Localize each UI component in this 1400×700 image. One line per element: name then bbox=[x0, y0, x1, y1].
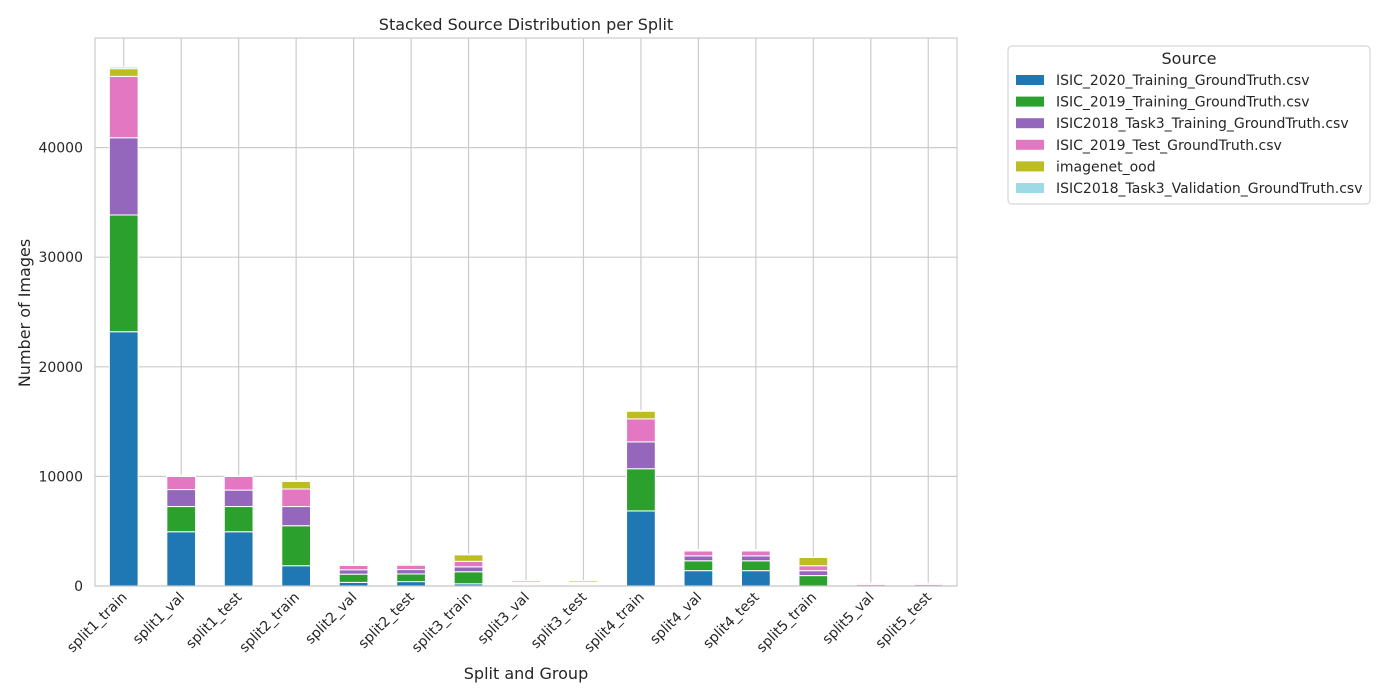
bar-segment bbox=[683, 570, 714, 587]
x-tick-label: split5_val bbox=[820, 590, 878, 648]
bar-segment bbox=[798, 565, 829, 572]
bar-segment bbox=[223, 506, 254, 533]
legend-swatch bbox=[1016, 139, 1044, 150]
bar-segment bbox=[166, 475, 197, 491]
bar-segment bbox=[108, 66, 139, 70]
legend: Source ISIC_2020_Training_GroundTruth.cs… bbox=[1007, 45, 1371, 205]
legend-title: Source bbox=[1162, 49, 1217, 68]
x-tick-label: split3_train bbox=[409, 590, 475, 656]
x-tick-label: split3_test bbox=[528, 589, 591, 652]
legend-swatch bbox=[1016, 96, 1044, 107]
x-tick-label: split2_test bbox=[355, 589, 418, 652]
y-tick-label: 10000 bbox=[38, 469, 83, 485]
legend-frame bbox=[1007, 45, 1371, 205]
bar-segment bbox=[108, 214, 139, 333]
bar-segment bbox=[166, 506, 197, 533]
bar-segment bbox=[626, 510, 656, 587]
bar-segment bbox=[798, 570, 829, 577]
bar-segment bbox=[453, 566, 484, 573]
y-tick-label: 0 bbox=[74, 579, 83, 595]
x-tick-label: split5_test bbox=[873, 589, 936, 652]
bar-segment bbox=[626, 418, 656, 443]
bar-segment bbox=[281, 565, 311, 587]
y-tick-labels: 0 10000 20000 30000 40000 bbox=[38, 141, 83, 595]
bar-segment bbox=[108, 75, 139, 139]
bar-segment bbox=[223, 531, 254, 587]
bar-segment bbox=[626, 410, 656, 420]
legend-swatch bbox=[1016, 161, 1044, 172]
x-tick-label: split1_train bbox=[64, 590, 130, 656]
bar-segment bbox=[683, 550, 714, 557]
legend-entry: ISIC_2020_Training_GroundTruth.csv bbox=[1056, 73, 1310, 89]
bar-segment bbox=[166, 489, 197, 508]
bar-segment bbox=[683, 560, 714, 572]
legend-entry: ISIC_2019_Training_GroundTruth.csv bbox=[1056, 95, 1310, 111]
y-tick-label: 40000 bbox=[38, 141, 83, 157]
bar-segment bbox=[396, 573, 426, 583]
x-axis-label: Split and Group bbox=[464, 664, 588, 683]
legend-items: ISIC_2020_Training_GroundTruth.csv ISIC_2… bbox=[1016, 73, 1363, 197]
legend-entry: ISIC_2019_Test_GroundTruth.csv bbox=[1056, 138, 1282, 154]
bar-segment bbox=[166, 531, 197, 587]
x-tick-label: split2_val bbox=[302, 590, 360, 648]
bar-segment bbox=[453, 571, 484, 585]
bar-segment bbox=[281, 506, 311, 527]
plot-frame bbox=[94, 37, 958, 587]
legend-entry: imagenet_ood bbox=[1056, 159, 1156, 175]
y-axis-label: Number of Images bbox=[15, 239, 34, 387]
bar-segment bbox=[453, 560, 484, 568]
bar-segment bbox=[626, 441, 656, 470]
bar-segment bbox=[453, 554, 484, 562]
x-tick-labels: split1_train split1_valsplit1_testsplit2_… bbox=[64, 589, 935, 656]
x-tick-label: split2_train bbox=[237, 590, 303, 656]
bar-segment bbox=[281, 488, 311, 508]
bar-segment bbox=[108, 137, 139, 216]
x-tick-label: split4_train bbox=[581, 590, 647, 656]
y-tick-label: 30000 bbox=[38, 250, 83, 266]
chart-title: Stacked Source Distribution per Split bbox=[379, 15, 673, 34]
bar-segment bbox=[338, 564, 369, 571]
x-tick-label: split5_train bbox=[754, 590, 820, 656]
legend-entry: ISIC2018_Task3_Validation_GroundTruth.cs… bbox=[1056, 181, 1363, 197]
bar-segment bbox=[223, 475, 254, 491]
bar-segment bbox=[338, 573, 369, 583]
x-tick-label: split3_val bbox=[475, 590, 533, 648]
bar-segment bbox=[338, 569, 369, 575]
x-tick-label: split1_val bbox=[130, 590, 188, 648]
legend-swatch bbox=[1016, 183, 1044, 193]
bar-segment bbox=[626, 410, 656, 412]
bar-segment bbox=[281, 480, 311, 490]
legend-entry: ISIC2018_Task3_Training_GroundTruth.csv bbox=[1056, 116, 1349, 132]
bar-segment bbox=[223, 489, 254, 508]
x-tick-label: split1_test bbox=[183, 589, 246, 652]
bar-segment bbox=[396, 581, 426, 587]
bar-segment bbox=[108, 331, 139, 587]
legend-swatch bbox=[1016, 75, 1044, 85]
bar-segment bbox=[741, 550, 771, 557]
bar-segment bbox=[108, 68, 139, 77]
x-tick-label: split4_val bbox=[647, 590, 705, 648]
bar-segment bbox=[396, 569, 426, 575]
bar-segment bbox=[396, 564, 426, 571]
x-tick-label: split4_test bbox=[700, 589, 763, 652]
bar-segment bbox=[741, 570, 771, 587]
y-tick-label: 20000 bbox=[38, 360, 83, 376]
bar-segment bbox=[626, 468, 656, 512]
bar-segment bbox=[683, 555, 714, 562]
bar-segment bbox=[741, 560, 771, 572]
bar-segment bbox=[798, 557, 829, 567]
bar-segment bbox=[741, 555, 771, 562]
legend-swatch bbox=[1016, 118, 1044, 129]
bar-segment bbox=[281, 525, 311, 567]
bar-segment bbox=[798, 575, 829, 587]
bars-layer bbox=[108, 66, 944, 587]
